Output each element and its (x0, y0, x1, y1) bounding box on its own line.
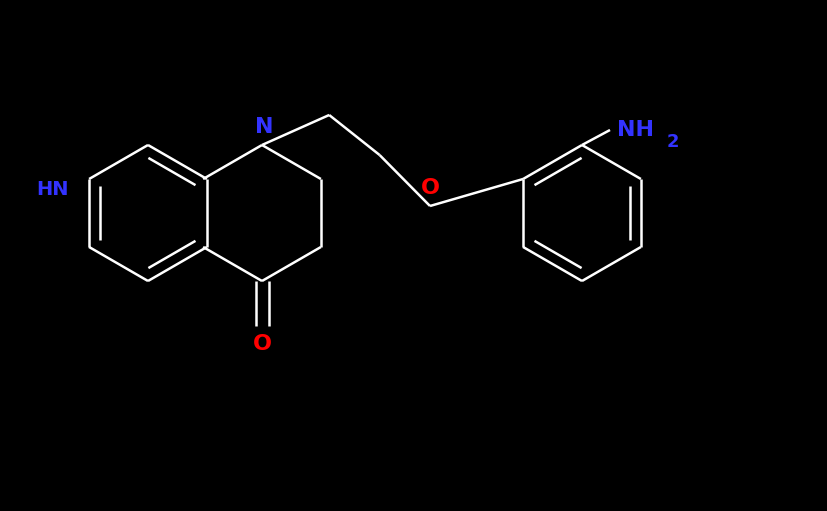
Text: NH: NH (617, 120, 654, 140)
Text: N: N (255, 117, 273, 137)
Text: O: O (252, 334, 271, 354)
Text: O: O (420, 178, 439, 198)
Text: 2: 2 (667, 133, 680, 151)
Text: HN: HN (36, 179, 69, 198)
